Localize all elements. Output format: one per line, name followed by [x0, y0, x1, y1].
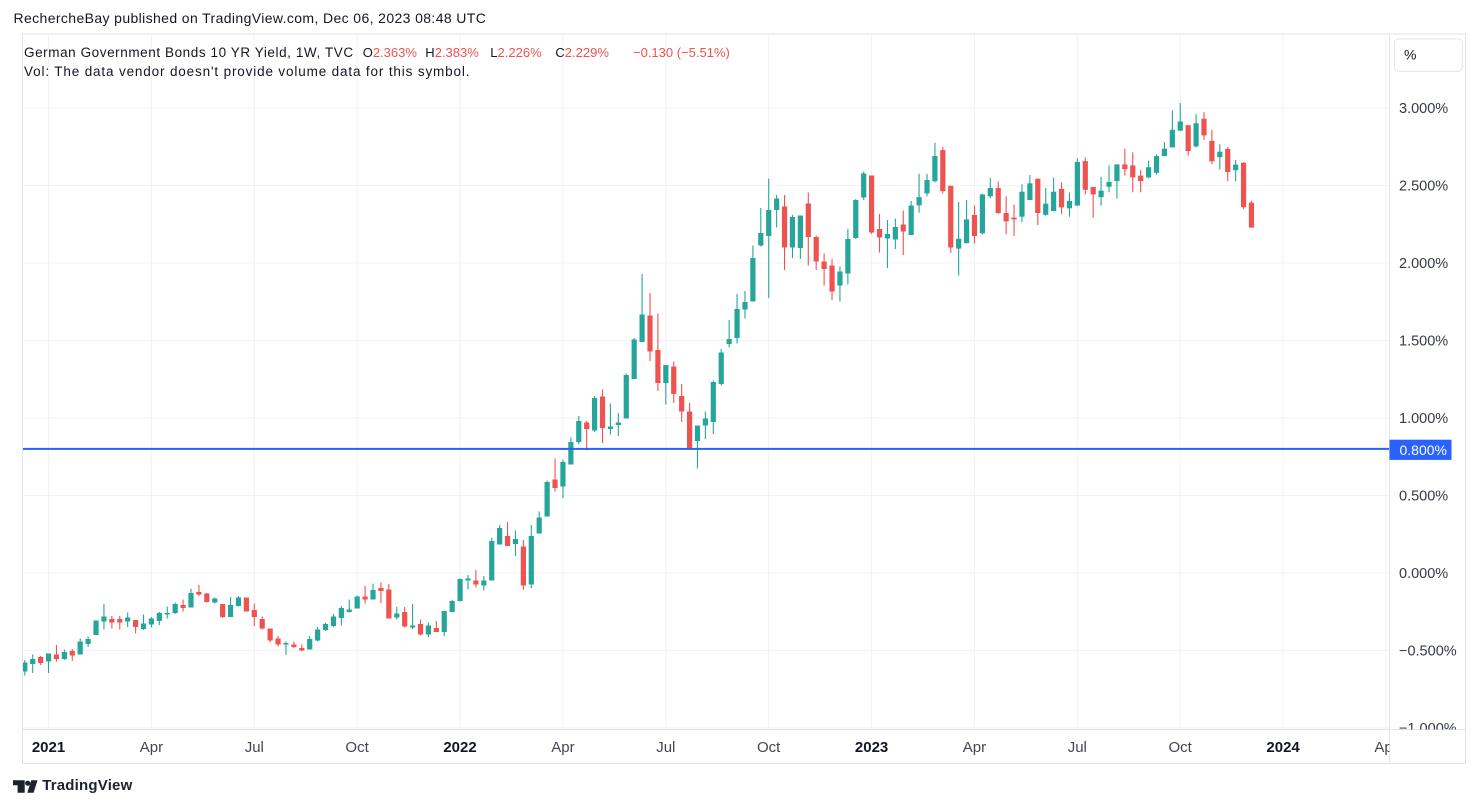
svg-text:2023: 2023 [855, 739, 888, 756]
svg-text:Oct: Oct [1169, 739, 1193, 756]
svg-text:0.500%: 0.500% [1399, 488, 1448, 504]
svg-text:Jul: Jul [245, 739, 264, 756]
svg-text:Oct: Oct [345, 739, 369, 756]
svg-text:0.000%: 0.000% [1399, 566, 1448, 582]
svg-text:Apr: Apr [140, 739, 163, 756]
svg-text:Apr: Apr [963, 739, 986, 756]
svg-text:2022: 2022 [443, 739, 476, 756]
svg-text:2024: 2024 [1266, 739, 1300, 756]
svg-text:2021: 2021 [32, 739, 65, 756]
svg-text:Jul: Jul [656, 739, 675, 756]
svg-text:%: % [1404, 47, 1416, 63]
svg-text:−1.000%: −1.000% [1399, 721, 1457, 737]
svg-text:Apr: Apr [551, 739, 574, 756]
svg-text:Jul: Jul [1068, 739, 1087, 756]
svg-text:Oct: Oct [757, 739, 781, 756]
svg-text:1.500%: 1.500% [1399, 333, 1448, 349]
svg-text:Apr: Apr [1374, 739, 1397, 756]
svg-text:0.800%: 0.800% [1400, 442, 1447, 458]
svg-text:2.000%: 2.000% [1399, 256, 1448, 272]
svg-text:3.000%: 3.000% [1399, 101, 1448, 117]
svg-text:2.500%: 2.500% [1399, 178, 1448, 194]
svg-text:−0.500%: −0.500% [1399, 643, 1457, 659]
svg-text:1.000%: 1.000% [1399, 411, 1448, 427]
